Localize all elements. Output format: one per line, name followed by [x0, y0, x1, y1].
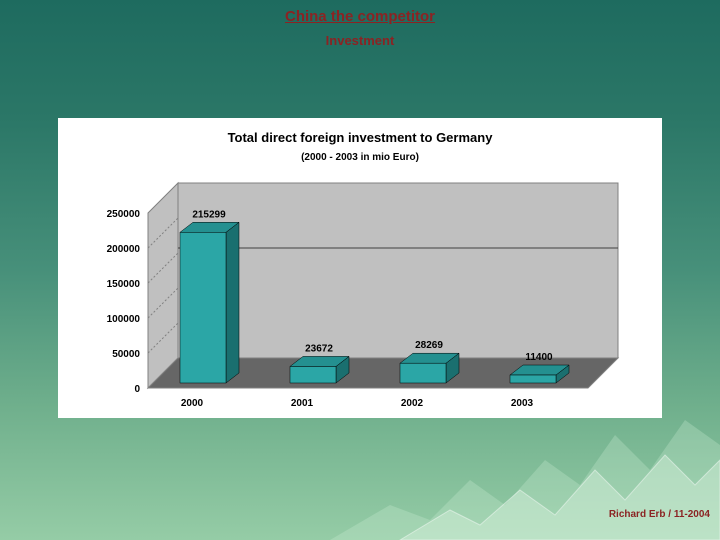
bar-side-2000	[225, 221, 240, 384]
slide-title: China the competitor	[284, 8, 435, 25]
mountain-back-layer	[330, 420, 720, 540]
author-credit: Richard Erb / 11-2004	[608, 509, 710, 520]
chart-area: Total direct foreign investment to Germa…	[58, 118, 662, 418]
bar-2000	[179, 232, 227, 384]
y-axis-tick-label: 250000	[107, 209, 141, 220]
slide-subtitle: Investment	[325, 33, 395, 48]
bar-value-label-2001: 23672	[305, 343, 333, 354]
chart-title: Total direct foreign investment to Germa…	[227, 130, 493, 145]
side-wall-tick	[147, 322, 179, 354]
side-wall-tick	[147, 287, 179, 319]
chart-floor	[146, 357, 620, 389]
bar-2002	[399, 362, 447, 384]
x-axis-label-2002: 2002	[401, 398, 424, 409]
x-axis-label-2000: 2000	[181, 398, 204, 409]
bar-value-label-2000: 215299	[192, 209, 226, 220]
y-axis-tick-label: 200000	[107, 244, 141, 255]
mountain-front-layer	[399, 454, 720, 540]
side-wall-tick	[147, 217, 179, 249]
bar-value-label-2003: 11400	[525, 352, 553, 363]
y-axis-tick-label: 50000	[112, 349, 140, 360]
y-axis-tick-label: 0	[134, 384, 140, 395]
back-wall	[177, 182, 619, 359]
chart-subtitle: (2000 - 2003 in mio Euro)	[301, 152, 419, 163]
side-wall-tick	[147, 252, 179, 284]
bar-2003	[509, 374, 557, 384]
bar-value-label-2002: 28269	[415, 340, 443, 351]
mountain-ridges-decoration	[330, 420, 720, 540]
side-wall	[147, 181, 179, 390]
x-axis-label-2003: 2003	[511, 398, 534, 409]
bar-2001	[289, 366, 337, 384]
x-axis-label-2001: 2001	[291, 398, 314, 409]
y-axis-tick-label: 150000	[107, 279, 141, 290]
y-axis-tick-label: 100000	[107, 314, 141, 325]
3d-bar-chart-canvas: 0 50000 100000 150000 200000 250000 215299 2000…	[107, 181, 620, 409]
